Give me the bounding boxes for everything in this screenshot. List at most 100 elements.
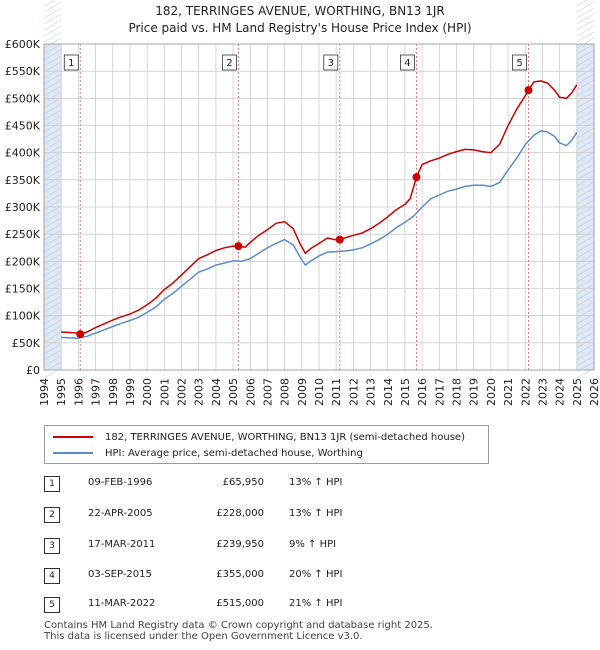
hatch-line: [43, 1, 62, 13]
sale-date: 17-MAR-2011: [88, 539, 156, 550]
sale-price: £239,950: [216, 539, 264, 550]
sale-row: 1 09-FEB-1996 £65,950 13% ↑ HPI: [44, 476, 464, 492]
sale-badge: 3: [44, 538, 60, 554]
y-tick-label: £0: [26, 364, 40, 377]
sale-label: 4: [404, 58, 410, 69]
y-tick-label: £400K: [5, 147, 41, 160]
hatch-line: [576, 109, 595, 121]
hatch-line: [576, 187, 595, 199]
sale-point: [76, 330, 85, 339]
x-tick-label: 2006: [244, 378, 257, 406]
hatch-line: [43, 247, 62, 259]
hatch-line: [43, 145, 62, 157]
hpi-line: [61, 130, 578, 339]
hatch-line: [576, 265, 595, 277]
hatch-line: [576, 79, 595, 91]
hatch-line: [576, 127, 595, 139]
hatch-line: [576, 7, 595, 19]
hatch-line: [576, 295, 595, 307]
hatch-line: [43, 241, 62, 253]
hatch-line: [43, 325, 62, 337]
hatch-line: [43, 7, 62, 19]
hatch-line: [43, 235, 62, 247]
x-tick-label: 2020: [485, 378, 498, 406]
hatch-line: [576, 1, 595, 13]
hatch-line: [43, 85, 62, 97]
hatch-line: [43, 109, 62, 121]
legend-item-hpi: HPI: Average price, semi-detached house,…: [53, 445, 363, 461]
y-tick-label: £450K: [5, 120, 41, 133]
hatch-line: [43, 127, 62, 139]
y-tick-label: £550K: [5, 65, 41, 78]
x-tick-label: 2026: [588, 378, 600, 406]
hatch-line: [576, 325, 595, 337]
hatch-line: [576, 67, 595, 79]
legend-label-property: 182, TERRINGES AVENUE, WORTHING, BN13 1J…: [105, 431, 465, 443]
hatch-line: [43, 13, 62, 25]
y-tick-label: £600K: [5, 38, 41, 51]
hatch-line: [43, 115, 62, 127]
hatch-line: [576, 25, 595, 37]
hatch-line: [43, 133, 62, 145]
x-tick-label: 1997: [90, 378, 103, 406]
hatch-line: [576, 19, 595, 31]
hatch-line: [43, 193, 62, 205]
hatch-line: [576, 175, 595, 187]
hatch-line: [576, 283, 595, 295]
hatch-line: [576, 229, 595, 241]
hatch-line: [576, 247, 595, 259]
sale-date: 22-APR-2005: [88, 508, 153, 519]
hatch-line: [576, 301, 595, 313]
x-tick-label: 2022: [519, 378, 532, 406]
hatch-line: [576, 133, 595, 145]
sale-hpi: 9% ↑ HPI: [289, 539, 337, 550]
hatch-line: [576, 49, 595, 61]
hatch-line: [576, 319, 595, 331]
hatch-line: [43, 319, 62, 331]
sale-date: 11-MAR-2022: [88, 598, 156, 609]
hatch-line: [43, 25, 62, 37]
hatch-line: [43, 79, 62, 91]
hatch-line: [576, 271, 595, 283]
hatch-line: [43, 253, 62, 265]
hatch-line: [576, 349, 595, 361]
hatch-line: [576, 31, 595, 43]
hatch-line: [576, 289, 595, 301]
hatch-line: [43, 307, 62, 319]
x-tick-label: 1998: [107, 378, 120, 406]
sale-price: £515,000: [216, 598, 264, 609]
sale-label-box: [323, 54, 339, 71]
hatch-line: [43, 343, 62, 355]
sale-row: 3 17-MAR-2011 £239,950 9% ↑ HPI: [44, 538, 464, 554]
hatch-line: [43, 271, 62, 283]
plot-border: [43, 43, 595, 371]
hatch-line: [576, 139, 595, 151]
y-tick-label: £150K: [5, 283, 41, 296]
hatch-line: [43, 55, 62, 67]
hatch-line: [576, 13, 595, 25]
sale-label: 1: [68, 58, 74, 69]
hatch-line: [576, 169, 595, 181]
x-tick-label: 2000: [141, 378, 154, 406]
y-tick-label: £300K: [5, 201, 41, 214]
hatch-line: [576, 307, 595, 319]
sale-badge: 5: [44, 597, 60, 613]
sale-label: 5: [516, 58, 522, 69]
sale-hpi: 13% ↑ HPI: [289, 477, 343, 488]
hatch-line: [43, 43, 62, 55]
x-tick-label: 2011: [330, 378, 343, 406]
hatch-line: [43, 0, 55, 7]
sale-label-box: [512, 54, 527, 71]
hatch-line: [576, 163, 595, 175]
sale-price: £65,950: [222, 477, 264, 488]
hatch-line: [43, 103, 62, 115]
sale-row: 4 03-SEP-2015 £355,000 20% ↑ HPI: [44, 568, 464, 584]
sale-hpi: 21% ↑ HPI: [289, 598, 343, 609]
y-tick-label: £250K: [5, 228, 41, 241]
sale-point: [412, 173, 421, 182]
y-tick-label: £100K: [5, 310, 41, 323]
footer-copyright: Contains HM Land Registry data © Crown c…: [44, 620, 433, 631]
hatch-line: [43, 157, 62, 169]
sale-badge: 1: [44, 476, 60, 492]
hatch-line: [576, 0, 588, 7]
